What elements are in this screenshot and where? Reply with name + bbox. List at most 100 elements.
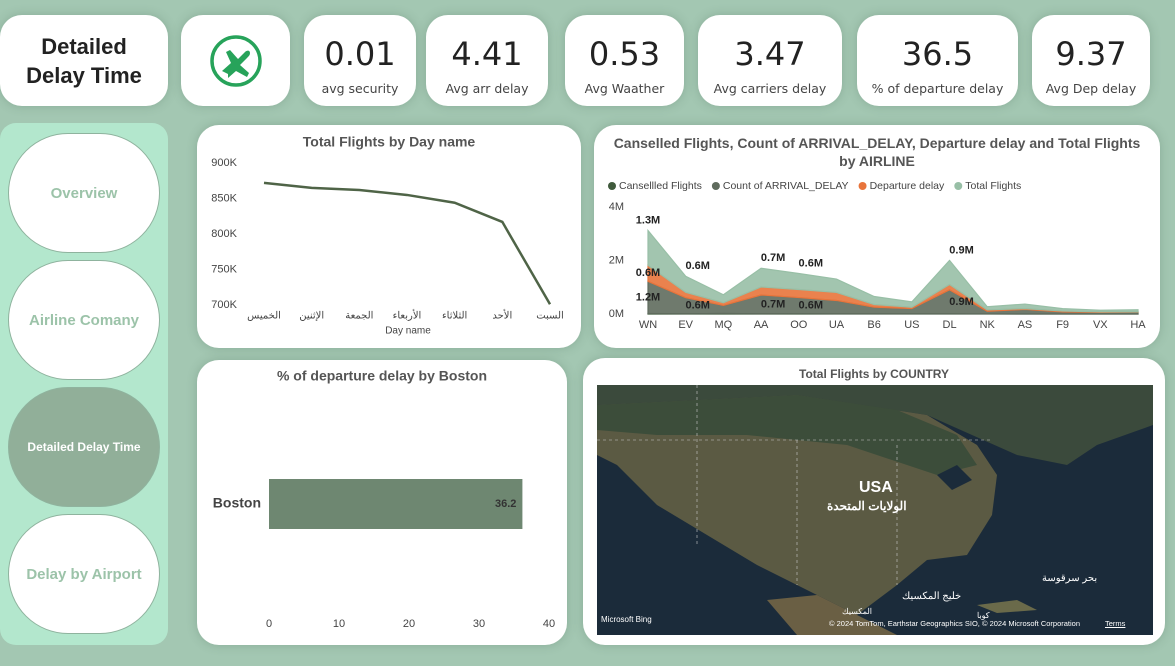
legend-swatch	[858, 182, 867, 190]
x-tick-label: AA	[754, 319, 769, 331]
kpi-label: Avg Dep delay	[1045, 81, 1137, 96]
data-label: 0.9M	[949, 244, 973, 256]
x-tick-label: 20	[403, 618, 415, 630]
x-tick-label: AS	[1018, 319, 1033, 331]
x-tick-label: 40	[543, 618, 555, 630]
area-card: Cansellled Flights Count of ARRIVAL_DELAY…	[594, 125, 1160, 348]
x-tick-label: الإثنين	[299, 311, 324, 322]
x-tick-label: VX	[1093, 319, 1108, 331]
data-label: 36.2	[495, 498, 516, 510]
place-label: كوبا	[977, 611, 990, 620]
legend-label: Departure delay	[870, 180, 945, 192]
x-tick-label: F9	[1056, 319, 1069, 331]
y-tick-label: Boston	[213, 495, 261, 511]
map-copyright: © 2024 TomTom, Earthstar Geographics SIO…	[829, 619, 1081, 628]
x-tick-label: 10	[333, 618, 345, 630]
nav-panel: Overview Airline Comany Detailed Delay Tim…	[0, 123, 168, 645]
line	[263, 181, 552, 305]
x-tick-label: US	[904, 319, 919, 331]
x-tick-label: الثلاثاء	[442, 311, 467, 322]
kpi-label: Avg arr delay	[445, 81, 529, 96]
x-tick-label: السبت	[536, 311, 564, 322]
kpi-value: 0.53	[588, 35, 661, 73]
x-tick-label: الأربعاء	[393, 310, 422, 322]
y-tick-label: 4M	[609, 201, 624, 213]
page-title: Detailed Delay Time	[0, 15, 168, 106]
line-chart: Total Flights by Day name 700K 750K 800K 850…	[211, 134, 564, 337]
chart-title: Total Flights by Day name	[303, 134, 476, 150]
area-chart: Cansellled Flights Count of ARRIVAL_DELAY…	[608, 180, 1146, 331]
kpi-card: 4.41 Avg arr delay	[426, 15, 548, 106]
data-label: 1.2M	[636, 291, 660, 303]
y-tick-label: 850K	[211, 192, 237, 204]
legend-label: Count of ARRIVAL_DELAY	[723, 180, 849, 192]
x-tick-label: 30	[473, 618, 485, 630]
x-tick-label: B6	[867, 319, 880, 331]
bar	[269, 479, 523, 529]
kpi-value: 9.37	[1055, 35, 1127, 73]
x-tick-label: WN	[639, 319, 657, 331]
nav-button[interactable]: Overview	[8, 133, 160, 253]
x-tick-label: 0	[266, 618, 272, 630]
data-label: 0.7M	[761, 298, 785, 310]
legend-label: Cansellled Flights	[619, 180, 702, 192]
place-label: بحر سرقوسة	[1042, 573, 1098, 584]
data-label: 0.6M	[685, 300, 709, 312]
x-tick-label: الأحد	[492, 310, 512, 322]
kpi-card: 3.47 Avg carriers delay	[698, 15, 842, 106]
data-label: 0.7M	[761, 252, 785, 264]
y-tick-label: 2M	[609, 254, 624, 266]
legend-swatch	[711, 182, 720, 190]
place-label: المكسيك	[842, 607, 872, 616]
x-tick-label: الجمعة	[345, 311, 373, 322]
x-tick-label: الخميس	[247, 311, 281, 322]
data-label: 0.6M	[799, 257, 823, 269]
x-tick-label: MQ	[715, 319, 733, 331]
line-card: Total Flights by Day name 700K 750K 800K 850…	[197, 125, 581, 348]
x-tick-label: UA	[829, 319, 845, 331]
kpi-card: 9.37 Avg Dep delay	[1032, 15, 1150, 106]
x-tick-label: NK	[980, 319, 996, 331]
nav-button[interactable]: Delay by Airport	[8, 514, 160, 634]
y-tick-label: 750K	[211, 263, 237, 275]
x-tick-label: DL	[943, 319, 957, 331]
map-card: Total Flights by COUNTRY USA الولايات ال…	[583, 358, 1165, 645]
x-axis-label: Day name	[385, 326, 431, 337]
map[interactable]: USA الولايات المتحدة خليج المكسيك بحر سر…	[597, 385, 1153, 635]
chart-title: Canselled Flights, Count of ARRIVAL_DELA…	[613, 135, 1141, 169]
bar-chart: % of departure delay by Boston 0 10 20 30 40 B…	[213, 368, 555, 630]
country-local: الولايات المتحدة	[827, 499, 907, 513]
x-tick-label: EV	[678, 319, 693, 331]
kpi-value: 4.41	[451, 35, 523, 73]
data-label: 0.6M	[685, 260, 709, 272]
area	[647, 228, 1139, 313]
country-label: USA	[859, 479, 893, 496]
data-label: 0.6M	[799, 299, 823, 311]
map-provider: Microsoft Bing	[601, 615, 652, 624]
legend-label: Total Flights	[965, 180, 1021, 192]
data-label: 1.3M	[636, 214, 660, 226]
nav-button[interactable]: Airline Comany	[8, 260, 160, 380]
map-terrain	[597, 385, 1153, 635]
x-tick-label: HA	[1130, 319, 1146, 331]
nav-button[interactable]: Detailed Delay Time	[8, 387, 160, 507]
data-label: 0.6M	[636, 267, 660, 279]
place-label: خليج المكسيك	[902, 591, 962, 602]
y-tick-label: 0M	[609, 308, 624, 320]
icon-card	[181, 15, 290, 106]
kpi-label: % of departure delay	[871, 81, 1004, 96]
data-label: 0.9M	[949, 296, 973, 308]
legend-swatch	[954, 182, 963, 190]
kpi-value: 0.01	[324, 35, 396, 73]
kpi-label: Avg carriers delay	[713, 81, 827, 96]
y-tick-label: 900K	[211, 157, 237, 169]
kpi-card: 0.01 avg security	[304, 15, 416, 106]
kpi-value: 3.47	[734, 35, 806, 73]
bar-card: % of departure delay by Boston 0 10 20 30 40 B…	[197, 360, 567, 645]
x-tick-label: OO	[790, 319, 808, 331]
y-tick-label: 700K	[211, 299, 237, 311]
map-terms[interactable]: Terms	[1105, 619, 1126, 628]
map-title: Total Flights by COUNTRY	[799, 367, 949, 381]
y-tick-label: 800K	[211, 228, 237, 240]
